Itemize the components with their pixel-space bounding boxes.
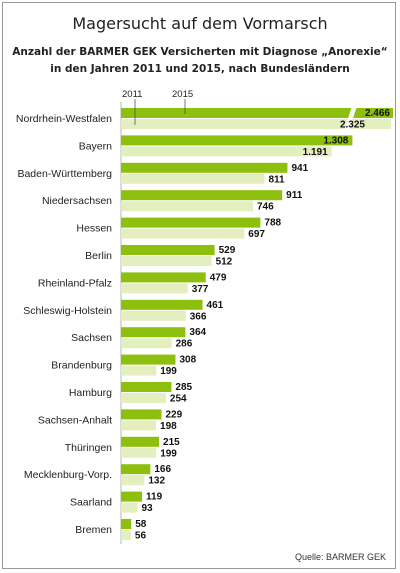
category-label: Thüringen <box>65 442 112 454</box>
bar-2011 <box>121 530 131 540</box>
value-label-2015: 229 <box>166 409 183 420</box>
chart-title: Magersucht auf dem Vormarsch <box>72 14 328 33</box>
category-label: Schleswig-Holstein <box>23 305 112 317</box>
category-label: Brandenburg <box>51 360 112 372</box>
value-label-2011: 377 <box>192 284 209 295</box>
value-label-2011: 746 <box>257 202 274 213</box>
category-label: Berlin <box>85 250 112 262</box>
category-label: Nordrhein-Westfalen <box>16 113 112 125</box>
axis-break-mark <box>344 106 357 131</box>
bar-2011 <box>121 256 212 266</box>
bar-2015 <box>121 272 206 283</box>
value-label-2011: 93 <box>141 503 153 514</box>
bar-2015 <box>121 436 160 447</box>
category-label: Saarland <box>70 497 112 509</box>
bar-2015 <box>121 519 132 529</box>
category-label: Hessen <box>76 223 112 235</box>
bar-2015 <box>121 245 215 255</box>
value-label-2011: 199 <box>160 448 177 459</box>
bar-2011 <box>121 146 332 157</box>
value-label-2015: 911 <box>286 190 303 201</box>
value-label-2015: 1.308 <box>323 135 348 146</box>
value-label-2015: 461 <box>207 300 224 311</box>
legend-label-2015: 2015 <box>172 89 193 100</box>
category-label: Bremen <box>75 524 112 536</box>
bar-2015 <box>121 217 261 228</box>
bar-2015 <box>121 135 353 146</box>
category-label: Rheinland-Pfalz <box>38 277 112 289</box>
value-label-2015: 166 <box>154 464 171 475</box>
chart-subtitle-line-2: in den Jahren 2011 und 2015, nach Bundes… <box>50 63 350 75</box>
bar-2015 <box>121 190 283 201</box>
bar-2011 <box>121 173 265 184</box>
value-label-2015: 941 <box>291 163 308 174</box>
value-label-2011: 56 <box>135 531 147 542</box>
source-note: Quelle: BARMER GEK <box>294 552 386 562</box>
value-label-2011: 2.325 <box>340 120 365 131</box>
category-label: Mecklenburg-Vorp. <box>24 469 112 481</box>
bar-2011 <box>121 201 253 212</box>
category-label: Sachsen-Anhalt <box>38 414 112 426</box>
bar-2011 <box>121 475 145 486</box>
category-label: Hamburg <box>69 387 112 399</box>
value-label-2011: 697 <box>248 229 265 240</box>
value-label-2015: 788 <box>264 218 281 229</box>
value-label-2015: 308 <box>179 355 196 366</box>
bar-2011 <box>121 119 391 129</box>
category-label: Baden-Württemberg <box>17 168 112 180</box>
value-label-2011: 199 <box>160 366 177 377</box>
category-label: Sachsen <box>71 332 112 344</box>
bar-2011 <box>121 502 138 513</box>
bar-2011 <box>121 310 186 321</box>
legend-label-2011: 2011 <box>122 89 142 100</box>
value-label-2011: 366 <box>190 311 207 322</box>
value-label-2015: 215 <box>163 437 180 448</box>
category-label: Bayern <box>79 140 112 152</box>
bar-2015 <box>121 299 203 310</box>
bar-2015 <box>121 491 143 502</box>
value-label-2015: 364 <box>189 327 206 338</box>
bar-2011 <box>121 447 157 458</box>
bar-2015 <box>121 382 172 392</box>
bar-2015 <box>121 327 186 338</box>
bar-2015 <box>121 162 288 173</box>
value-label-2011: 1.191 <box>303 147 328 158</box>
value-label-2015: 119 <box>146 492 163 503</box>
bar-2011 <box>121 228 245 239</box>
value-label-2011: 512 <box>216 257 233 268</box>
value-label-2011: 811 <box>268 174 285 185</box>
value-label-2011: 198 <box>160 421 177 432</box>
value-label-2015: 285 <box>175 382 192 393</box>
value-label-2011: 286 <box>176 339 193 350</box>
bar-2011 <box>121 393 166 403</box>
bar-2011 <box>121 365 157 376</box>
bar-2015 <box>121 464 151 475</box>
value-label-2015: 529 <box>219 245 236 256</box>
value-label-2015: 58 <box>135 519 147 530</box>
value-label-2015: 479 <box>210 272 227 283</box>
bar-2015 <box>121 108 393 118</box>
chart-frame <box>2 2 396 569</box>
bar-2011 <box>121 338 172 349</box>
category-label: Niedersachsen <box>42 195 112 207</box>
bar-2015 <box>121 354 176 365</box>
value-label-2015: 2.466 <box>365 108 390 119</box>
value-label-2011: 132 <box>148 476 165 487</box>
bar-2015 <box>121 409 162 420</box>
chart-subtitle-line-1: Anzahl der BARMER GEK Versicherten mit D… <box>12 46 388 58</box>
bar-2011 <box>121 283 188 294</box>
bar-2011 <box>121 420 157 431</box>
value-label-2011: 254 <box>170 394 187 405</box>
